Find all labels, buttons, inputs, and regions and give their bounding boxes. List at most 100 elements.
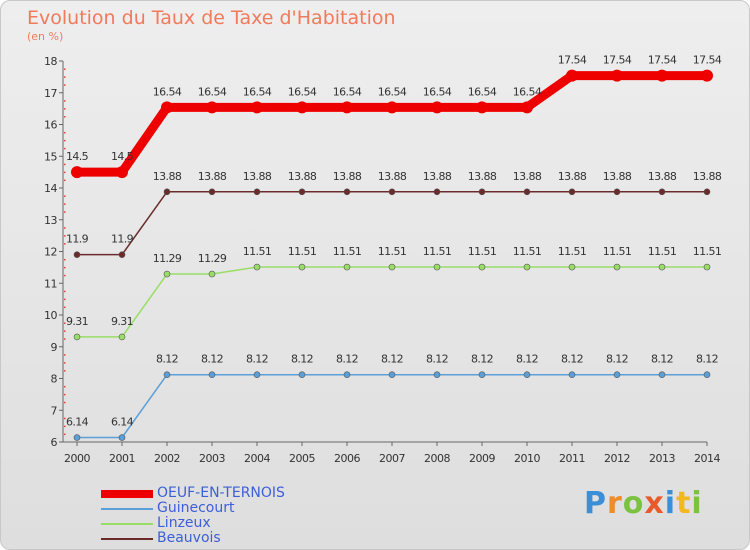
y-minor-tick xyxy=(64,433,66,436)
x-tick-label: 2001 xyxy=(109,452,135,465)
y-tick-label: 10 xyxy=(44,309,57,322)
x-tick-label: 2014 xyxy=(694,452,720,465)
data-point xyxy=(71,166,83,179)
y-tick-label: 11 xyxy=(44,277,57,290)
y-minor-tick xyxy=(64,266,66,269)
y-tick-label: 12 xyxy=(44,246,57,259)
y-tick-label: 7 xyxy=(51,404,58,417)
data-label: 11.29 xyxy=(198,252,227,265)
data-point xyxy=(298,263,306,271)
chart-title: Evolution du Taux de Taxe d'Habitation xyxy=(27,7,396,29)
legend-swatch xyxy=(101,538,153,540)
data-label: 16.54 xyxy=(378,85,407,98)
data-point xyxy=(206,101,218,114)
data-label: 13.88 xyxy=(333,170,362,183)
data-label: 9.31 xyxy=(111,315,133,328)
y-minor-tick xyxy=(64,243,66,245)
legend-swatch xyxy=(101,490,153,498)
data-label: 6.14 xyxy=(111,416,134,429)
data-point xyxy=(73,434,81,441)
data-label: 8.12 xyxy=(606,353,628,366)
y-minor-tick xyxy=(64,330,66,332)
data-point xyxy=(703,188,711,196)
y-minor-tick xyxy=(64,163,66,166)
data-point xyxy=(568,371,576,378)
y-tick-label: 6 xyxy=(51,436,58,449)
logo-letter: P xyxy=(584,486,607,521)
data-point xyxy=(298,188,306,196)
logo-letter: i xyxy=(691,486,703,521)
data-label: 8.12 xyxy=(291,353,313,366)
legend-item: OEUF-EN-TERNOIS xyxy=(101,485,361,502)
data-label: 8.12 xyxy=(336,353,358,366)
data-point xyxy=(118,251,126,258)
data-label: 11.51 xyxy=(513,245,542,258)
y-minor-tick xyxy=(64,385,66,388)
y-minor-tick xyxy=(64,362,66,364)
data-point xyxy=(433,371,441,378)
data-point xyxy=(523,263,531,271)
y-minor-tick xyxy=(64,322,66,324)
data-label: 13.88 xyxy=(513,170,542,183)
data-point xyxy=(613,188,621,196)
data-label: 8.12 xyxy=(246,353,268,366)
legend-swatch xyxy=(101,508,153,510)
data-label: 13.88 xyxy=(603,170,632,183)
data-label: 13.88 xyxy=(558,170,587,183)
data-label: 13.88 xyxy=(153,170,182,183)
y-minor-tick xyxy=(64,298,66,301)
data-label: 17.54 xyxy=(693,54,722,67)
data-label: 13.88 xyxy=(378,170,407,183)
data-point xyxy=(298,371,306,378)
series-line-Linzeux xyxy=(76,266,708,338)
y-minor-tick xyxy=(64,179,66,182)
data-point xyxy=(523,188,531,196)
data-point xyxy=(343,263,351,271)
legend-label: Linzeux xyxy=(157,515,211,531)
data-point xyxy=(116,166,128,179)
data-label: 11.51 xyxy=(558,245,587,258)
proxiti-logo: Proxiti xyxy=(584,486,703,521)
legend-label: Beauvois xyxy=(157,530,221,546)
data-point xyxy=(208,371,216,378)
data-point xyxy=(568,188,576,196)
x-tick-label: 2005 xyxy=(289,452,315,465)
y-minor-tick xyxy=(64,100,66,102)
data-label: 13.88 xyxy=(693,170,722,183)
data-label: 16.54 xyxy=(333,85,362,98)
data-point xyxy=(388,263,396,271)
x-tick-label: 2003 xyxy=(199,452,225,465)
y-minor-tick xyxy=(64,203,66,205)
y-minor-tick xyxy=(64,116,66,118)
logo-letter: i xyxy=(664,486,677,521)
y-minor-tick xyxy=(64,417,66,420)
y-tick-label: 8 xyxy=(51,373,58,386)
data-label: 13.88 xyxy=(288,170,317,183)
y-minor-tick xyxy=(64,401,66,404)
data-point xyxy=(163,188,171,196)
y-minor-tick xyxy=(64,306,66,309)
data-label: 9.31 xyxy=(66,315,88,328)
data-point xyxy=(658,371,666,378)
x-tick-label: 2007 xyxy=(379,452,405,465)
y-minor-tick xyxy=(64,227,66,229)
data-label: 16.54 xyxy=(423,85,452,98)
data-point xyxy=(343,188,351,196)
data-point xyxy=(656,69,668,82)
data-label: 13.88 xyxy=(423,170,452,183)
x-tick-label: 2011 xyxy=(559,452,585,465)
y-minor-tick xyxy=(64,290,66,293)
y-minor-tick xyxy=(64,211,66,213)
data-label: 13.88 xyxy=(648,170,677,183)
data-label: 16.54 xyxy=(198,85,227,98)
y-minor-tick xyxy=(64,425,66,428)
data-point xyxy=(433,188,441,196)
y-tick-label: 15 xyxy=(44,150,57,163)
data-label: 11.51 xyxy=(423,245,452,258)
x-tick-label: 2013 xyxy=(649,452,675,465)
data-point xyxy=(163,371,171,378)
y-tick-label: 14 xyxy=(44,182,57,195)
data-label: 11.51 xyxy=(243,245,272,258)
logo-letter: t xyxy=(676,486,692,521)
